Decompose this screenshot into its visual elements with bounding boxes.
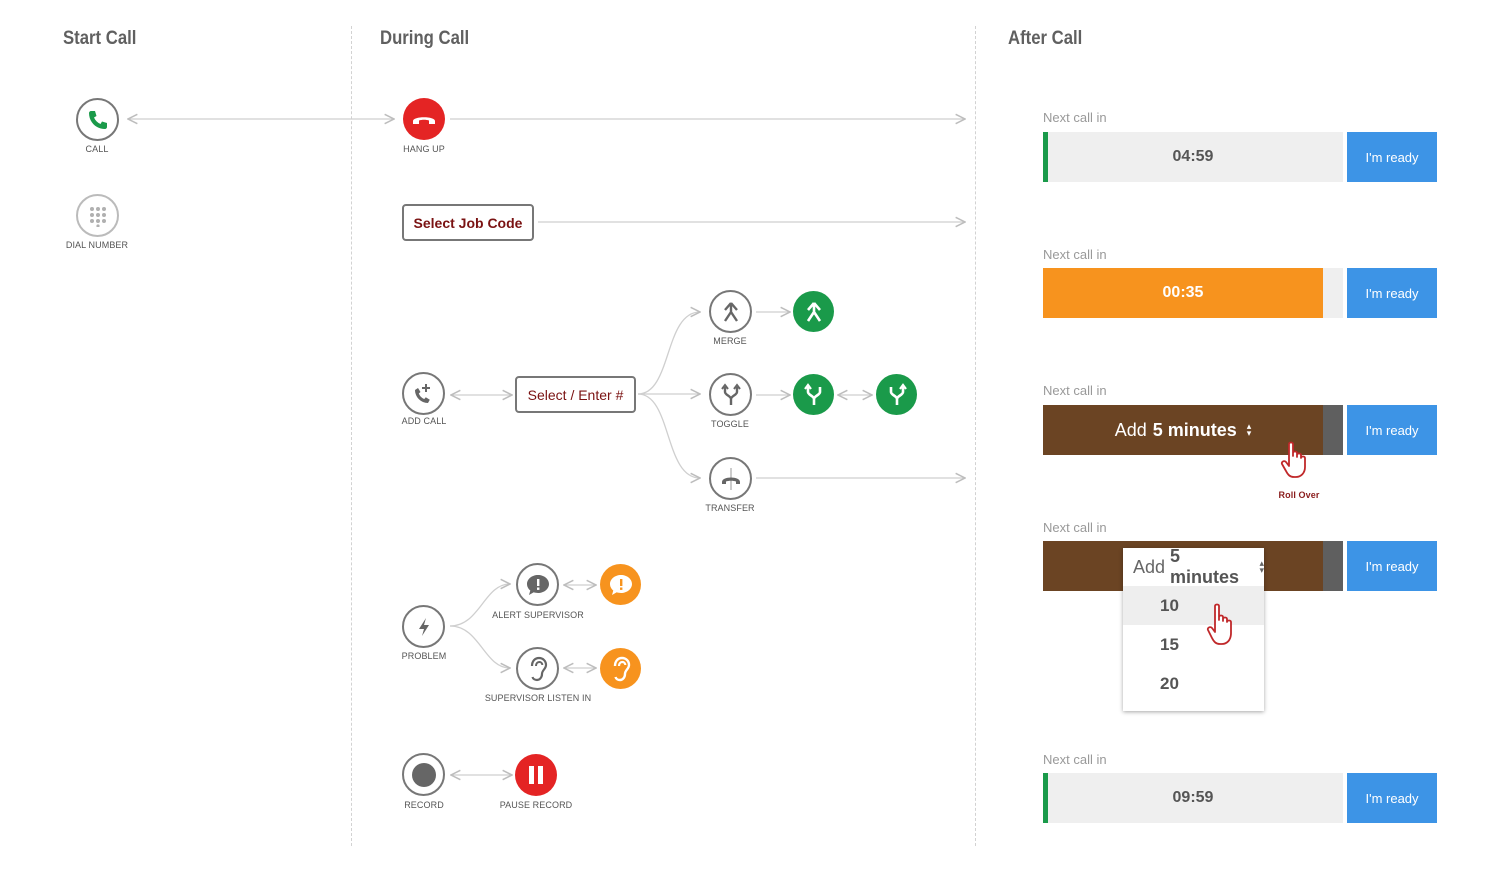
countdown-time: 09:59 xyxy=(1172,789,1214,806)
record-button[interactable] xyxy=(402,753,445,796)
countdown-bar: 09:59 xyxy=(1043,773,1343,823)
supervisor-listen-in-button[interactable] xyxy=(516,647,559,690)
dropdown-selected[interactable]: Add 5 minutes ▴ ▾ xyxy=(1123,546,1264,587)
countdown-progress xyxy=(1043,132,1048,182)
problem-label: PROBLEM xyxy=(401,651,447,661)
ear-icon xyxy=(530,656,547,681)
hang-up-icon xyxy=(413,117,435,124)
dropdown-option[interactable]: 10 xyxy=(1123,586,1264,625)
add-call-label: ADD CALL xyxy=(401,416,447,426)
next-call-label: Next call in xyxy=(1043,383,1107,398)
add-minutes-control[interactable]: Add 5 minutes ▴ ▾ xyxy=(1043,405,1323,455)
countdown-time: 04:59 xyxy=(1172,148,1214,165)
dial-number-button[interactable] xyxy=(76,194,119,237)
call-button[interactable] xyxy=(76,98,119,141)
transfer-label: TRANSFER xyxy=(705,503,755,513)
countdown-progress xyxy=(1043,268,1323,318)
dialpad-icon xyxy=(89,206,106,227)
countdown-bar: 04:59 xyxy=(1043,132,1343,182)
add-call-button[interactable] xyxy=(402,372,445,415)
add-prefix: Add xyxy=(1114,419,1147,440)
countdown-time: 00:35 xyxy=(1162,284,1204,301)
divider-start-during xyxy=(351,26,352,846)
toggle-icon xyxy=(803,382,821,405)
problem-alert-link xyxy=(449,584,510,627)
problem-listen-link xyxy=(449,625,510,668)
problem-button[interactable] xyxy=(402,605,445,648)
add-minutes-dropdown[interactable]: Add 5 minutes ▴ ▾ 10 15 20 xyxy=(1123,546,1264,711)
im-ready-button[interactable]: I'm ready xyxy=(1347,541,1437,591)
pause-record-label: PAUSE RECORD xyxy=(499,800,573,810)
call-label: CALL xyxy=(85,144,109,154)
phone-icon xyxy=(88,110,107,129)
select-job-code-button[interactable]: Select Job Code xyxy=(402,204,534,241)
merge-icon xyxy=(806,301,821,322)
countdown-bar: 00:35 xyxy=(1043,268,1343,318)
dropdown-option[interactable]: 15 xyxy=(1160,634,1179,654)
merge-icon xyxy=(723,301,738,322)
countdown-progress xyxy=(1043,773,1048,823)
merge-button[interactable] xyxy=(709,290,752,333)
im-ready-button[interactable]: I'm ready xyxy=(1347,773,1437,823)
merge-active-button[interactable] xyxy=(793,291,834,332)
toggle-icon xyxy=(720,382,741,405)
hang-up-label: HANG UP xyxy=(403,144,445,154)
next-call-label: Next call in xyxy=(1043,247,1107,262)
supervisor-listen-in-label: SUPERVISOR LISTEN IN xyxy=(484,693,592,703)
divider-during-after xyxy=(975,26,976,846)
toggle-label: TOGGLE xyxy=(711,419,749,429)
im-ready-button[interactable]: I'm ready xyxy=(1347,405,1437,455)
sort-caret-icon: ▴ ▾ xyxy=(1246,421,1252,438)
select-enter-number-button[interactable]: Select / Enter # xyxy=(515,376,636,413)
pause-icon xyxy=(529,766,543,784)
hand-cursor-icon xyxy=(1280,441,1306,478)
hand-cursor-icon xyxy=(1206,603,1232,645)
section-title-start: Start Call xyxy=(63,28,137,49)
roll-over-label: Roll Over xyxy=(1278,490,1320,500)
section-title-after: After Call xyxy=(1008,28,1083,49)
hang-up-button[interactable] xyxy=(403,98,445,140)
add-value: 5 minutes xyxy=(1170,546,1240,587)
merge-label: MERGE xyxy=(713,336,747,346)
pause-record-button[interactable] xyxy=(515,754,557,796)
toggle-active-button-right[interactable] xyxy=(876,374,917,415)
add-minutes-fill xyxy=(1043,405,1323,455)
select-merge-link xyxy=(637,312,700,395)
im-ready-button[interactable]: I'm ready xyxy=(1347,268,1437,318)
select-transfer-link xyxy=(637,393,700,478)
alert-supervisor-button[interactable] xyxy=(516,563,559,606)
alert-bubble-icon xyxy=(609,574,632,595)
record-icon xyxy=(411,762,436,787)
next-call-label: Next call in xyxy=(1043,520,1107,535)
section-title-during: During Call xyxy=(380,28,470,49)
transfer-icon xyxy=(721,467,740,490)
alert-supervisor-active-button[interactable] xyxy=(600,564,641,605)
add-prefix: Add xyxy=(1133,556,1166,577)
sort-caret-icon: ▴ ▾ xyxy=(1259,558,1264,575)
toggle-button[interactable] xyxy=(709,373,752,416)
im-ready-button[interactable]: I'm ready xyxy=(1347,132,1437,182)
record-label: RECORD xyxy=(404,800,444,810)
dropdown-option[interactable]: 20 xyxy=(1160,673,1179,693)
add-call-icon xyxy=(414,383,430,403)
transfer-button[interactable] xyxy=(709,457,752,500)
ear-icon xyxy=(613,656,630,681)
supervisor-listen-in-active-button[interactable] xyxy=(600,648,641,689)
alert-supervisor-label: ALERT SUPERVISOR xyxy=(492,610,584,620)
toggle-icon xyxy=(889,382,907,405)
dial-number-label: DIAL NUMBER xyxy=(65,240,129,250)
alert-bubble-icon xyxy=(526,574,549,595)
lightning-icon xyxy=(418,617,429,636)
next-call-label: Next call in xyxy=(1043,110,1107,125)
add-value: 5 minutes xyxy=(1152,419,1237,440)
next-call-label: Next call in xyxy=(1043,752,1107,767)
toggle-active-button-left[interactable] xyxy=(793,374,834,415)
